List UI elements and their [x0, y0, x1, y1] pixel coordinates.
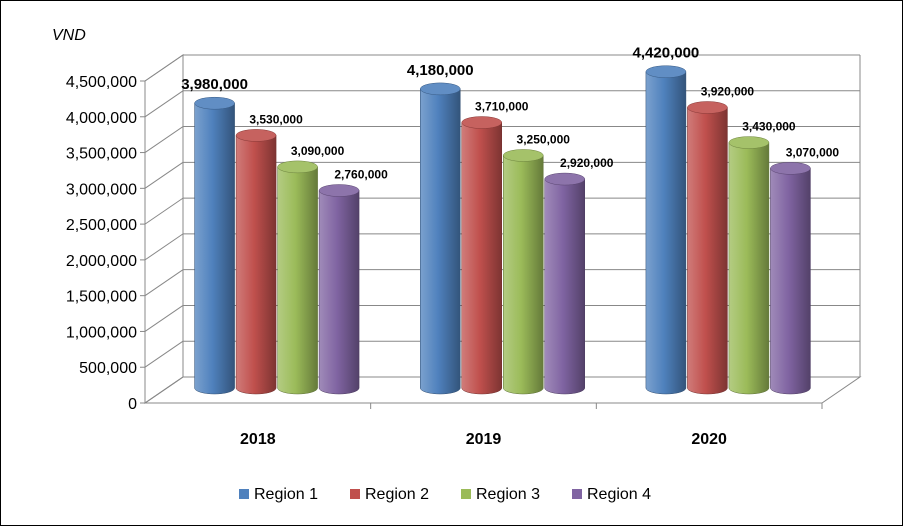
bar-region-4-2019 [544, 172, 585, 395]
x-category-label: 2020 [691, 431, 727, 448]
bars [194, 65, 811, 395]
gridline-side [144, 340, 184, 368]
data-label: 3,710,000 [475, 100, 529, 114]
legend-item: Region 4 [572, 486, 651, 503]
data-label: 2,920,000 [560, 156, 614, 170]
data-label: 3,070,000 [786, 145, 840, 159]
side-wall [144, 54, 184, 404]
legend: Region 1 Region 2 Region 3 Region 4 [239, 486, 651, 503]
bar-region-4-2020 [770, 162, 811, 395]
y-tick-label: 1,000,000 [66, 324, 137, 341]
bar-region-1-2020 [645, 65, 687, 395]
legend-label: Region 1 [254, 486, 318, 503]
data-label: 3,250,000 [517, 132, 571, 146]
legend-item: Region 2 [350, 486, 429, 503]
y-tick-label: 4,000,000 [66, 110, 137, 127]
gridline-side [144, 376, 184, 404]
y-axis-ticks: 0 500,000 1,000,000 1,500,000 2,000,000 2,500… [66, 74, 137, 413]
y-tick-label: 4,500,000 [66, 74, 137, 91]
legend-label: Region 3 [476, 486, 540, 503]
data-label: 3,530,000 [249, 112, 303, 126]
gridline-side [144, 90, 184, 118]
legend-label: Region 2 [365, 486, 429, 503]
y-tick-label: 2,000,000 [66, 253, 137, 270]
bar-region-1-2019 [420, 82, 461, 395]
y-tick-label: 1,500,000 [66, 289, 137, 306]
bar-region-3-2019 [503, 149, 544, 395]
gridline-side [144, 197, 184, 225]
bar-region-3-2020 [728, 136, 770, 395]
legend-swatch [239, 489, 249, 499]
gridline-side [144, 233, 184, 261]
legend-label: Region 4 [587, 486, 651, 503]
data-label: 3,980,000 [181, 76, 248, 93]
y-tick-label: 2,500,000 [66, 217, 137, 234]
y-tick-label: 3,500,000 [66, 146, 137, 163]
data-label: 3,430,000 [742, 120, 796, 134]
y-tick-label: 3,000,000 [66, 181, 137, 198]
y-tick-label: 0 [128, 396, 137, 413]
legend-swatch [461, 489, 471, 499]
data-label: 2,760,000 [334, 168, 388, 182]
x-category-label: 2018 [240, 431, 276, 448]
bar-region-4-2018 [318, 184, 360, 395]
gridline-side [144, 126, 184, 153]
y-axis-unit-label: VND [52, 27, 86, 44]
legend-item: Region 1 [239, 486, 318, 503]
data-label: 4,180,000 [407, 62, 474, 79]
y-tick-label: 500,000 [79, 360, 137, 377]
bar-region-1-2018 [194, 96, 235, 395]
legend-swatch [572, 489, 582, 499]
x-axis-category-labels: 2018 2019 2020 [240, 431, 727, 448]
x-category-label: 2019 [466, 431, 502, 448]
data-label: 3,920,000 [701, 85, 755, 99]
bar-region-2-2018 [235, 129, 277, 395]
bar-region-2-2019 [461, 116, 502, 395]
legend-swatch [350, 489, 360, 499]
data-label: 3,090,000 [291, 144, 345, 158]
data-label: 4,420,000 [633, 45, 700, 62]
bar-region-3-2018 [277, 160, 318, 395]
gridline-side [144, 161, 184, 189]
bar-region-2-2020 [687, 101, 728, 395]
gridline-side [144, 305, 184, 332]
legend-item: Region 3 [461, 486, 540, 503]
data-labels: 3,980,000 3,530,000 3,090,000 2,760,000 4,18… [181, 45, 839, 182]
gridline-side [144, 54, 184, 82]
gridline-side [144, 269, 184, 297]
